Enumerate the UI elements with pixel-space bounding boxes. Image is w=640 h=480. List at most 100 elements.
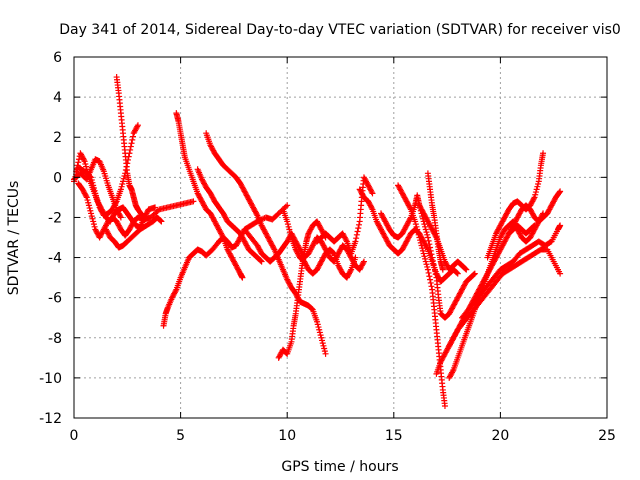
data-point bbox=[352, 238, 359, 245]
series-arc-25 bbox=[505, 188, 564, 237]
data-point bbox=[88, 210, 95, 217]
data-point bbox=[429, 254, 436, 261]
series-arc-10 bbox=[203, 130, 329, 357]
data-point bbox=[414, 229, 421, 236]
data-point bbox=[540, 150, 547, 157]
y-tick-label: 4 bbox=[53, 90, 62, 106]
data-point bbox=[360, 259, 367, 266]
data-point bbox=[219, 233, 226, 240]
data-point bbox=[316, 326, 323, 333]
data-point bbox=[425, 269, 432, 276]
data-point bbox=[471, 270, 478, 277]
data-point bbox=[239, 274, 246, 281]
data-point bbox=[89, 215, 96, 222]
data-point bbox=[285, 223, 292, 230]
data-point bbox=[85, 202, 92, 209]
data-point bbox=[347, 267, 354, 274]
series-arc-16 bbox=[378, 192, 478, 321]
data-point bbox=[355, 225, 362, 232]
data-point bbox=[532, 191, 539, 198]
data-point bbox=[139, 212, 146, 219]
data-point bbox=[427, 247, 434, 254]
data-point bbox=[322, 350, 329, 357]
data-point bbox=[134, 122, 141, 129]
data-point bbox=[128, 140, 135, 147]
series-arc-5 bbox=[71, 156, 124, 221]
series-arc-4 bbox=[102, 214, 165, 251]
data-point bbox=[117, 213, 124, 220]
data-point bbox=[74, 162, 81, 169]
series-arc-22 bbox=[446, 246, 564, 349]
data-point bbox=[421, 253, 428, 260]
data-point bbox=[83, 163, 90, 170]
axes: 0 5 10 15 20 25 -12 -10 -8 -6 -4 -2 0 2 4 6 bbox=[39, 50, 616, 444]
data-point bbox=[360, 258, 367, 265]
data-point bbox=[284, 202, 291, 209]
data-point bbox=[119, 181, 126, 188]
data-point bbox=[424, 266, 431, 273]
data-point bbox=[422, 223, 429, 230]
data-point bbox=[88, 213, 95, 220]
data-point bbox=[353, 235, 360, 242]
series-arc-19 bbox=[424, 170, 446, 273]
data-point bbox=[428, 283, 435, 290]
y-tick-label: -8 bbox=[48, 331, 62, 347]
data-point bbox=[129, 136, 136, 143]
data-point bbox=[412, 218, 419, 225]
data-point bbox=[81, 158, 88, 165]
data-point bbox=[419, 245, 426, 252]
data-point bbox=[441, 402, 448, 409]
series-arc-9 bbox=[194, 166, 265, 265]
data-point bbox=[82, 160, 89, 167]
data-point bbox=[127, 146, 134, 153]
data-point bbox=[422, 255, 429, 262]
data-point bbox=[530, 195, 537, 202]
series-arc-1 bbox=[71, 122, 141, 219]
data-point bbox=[75, 156, 82, 163]
data-point bbox=[422, 258, 429, 265]
data-point bbox=[424, 263, 431, 270]
data-point bbox=[83, 193, 90, 200]
data-point bbox=[419, 247, 426, 254]
x-tick-label: 0 bbox=[70, 428, 79, 444]
data-point bbox=[532, 189, 539, 196]
data-point bbox=[427, 244, 434, 251]
data-point bbox=[117, 214, 124, 221]
data-point bbox=[454, 269, 461, 276]
y-tick-label: -6 bbox=[48, 291, 62, 307]
series-arc-17 bbox=[395, 182, 448, 409]
data-point bbox=[120, 175, 127, 182]
data-point bbox=[158, 218, 165, 225]
data-point bbox=[432, 267, 439, 274]
data-point bbox=[426, 241, 433, 248]
data-point bbox=[557, 222, 564, 229]
x-tick-label: 25 bbox=[598, 428, 616, 444]
data-point bbox=[121, 172, 128, 179]
x-axis-label: GPS time / hours bbox=[281, 459, 398, 475]
data-point bbox=[319, 337, 326, 344]
data-point bbox=[134, 123, 141, 130]
data-point bbox=[427, 279, 434, 286]
data-point bbox=[463, 266, 470, 273]
data-point bbox=[127, 143, 134, 150]
data-point bbox=[87, 207, 94, 214]
data-point bbox=[314, 321, 321, 328]
y-tick-label: -12 bbox=[39, 411, 62, 427]
data-point bbox=[83, 194, 90, 201]
series-arc-15 bbox=[356, 186, 461, 285]
data-point bbox=[426, 273, 433, 280]
data-point bbox=[258, 258, 265, 265]
data-point bbox=[138, 211, 145, 218]
plot-frame bbox=[73, 56, 608, 419]
data-point bbox=[320, 342, 327, 349]
data-point bbox=[317, 332, 324, 339]
data-point bbox=[531, 194, 538, 201]
data-point bbox=[118, 183, 125, 190]
data-point bbox=[172, 287, 179, 294]
data-point bbox=[84, 197, 91, 204]
data-point bbox=[287, 231, 294, 238]
x-tick-label: 20 bbox=[491, 428, 509, 444]
data-point bbox=[412, 221, 419, 228]
data-point bbox=[418, 242, 425, 249]
y-tick-label: -2 bbox=[48, 210, 62, 226]
